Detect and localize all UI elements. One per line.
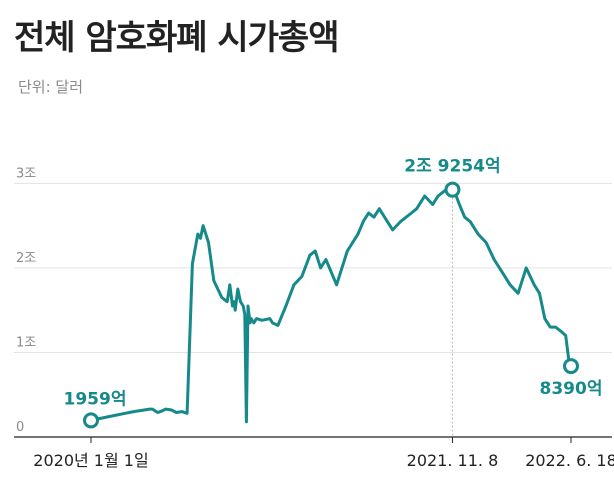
data-label: 1959억: [64, 389, 127, 409]
y-tick-label: 0: [16, 420, 24, 435]
data-label: 2조 9254억: [404, 157, 500, 177]
x-tick-label: 2020년 1월 1일: [33, 451, 148, 470]
data-point-marker: [444, 181, 461, 198]
y-tick-label: 2조: [16, 251, 36, 266]
chart-title: 전체 암호화폐 시가총액: [14, 18, 339, 58]
x-tick-label: 2021. 11. 8: [407, 451, 499, 470]
data-label: 8390억: [540, 379, 603, 399]
market-cap-line: [89, 186, 573, 424]
y-tick-label: 1조: [16, 335, 36, 350]
data-point-marker: [563, 358, 579, 375]
unit-label: 단위: 달러: [18, 78, 84, 96]
x-tick-label: 2022. 6. 18: [525, 451, 614, 470]
y-tick-label: 3조: [16, 166, 36, 181]
data-point-marker: [83, 412, 99, 429]
